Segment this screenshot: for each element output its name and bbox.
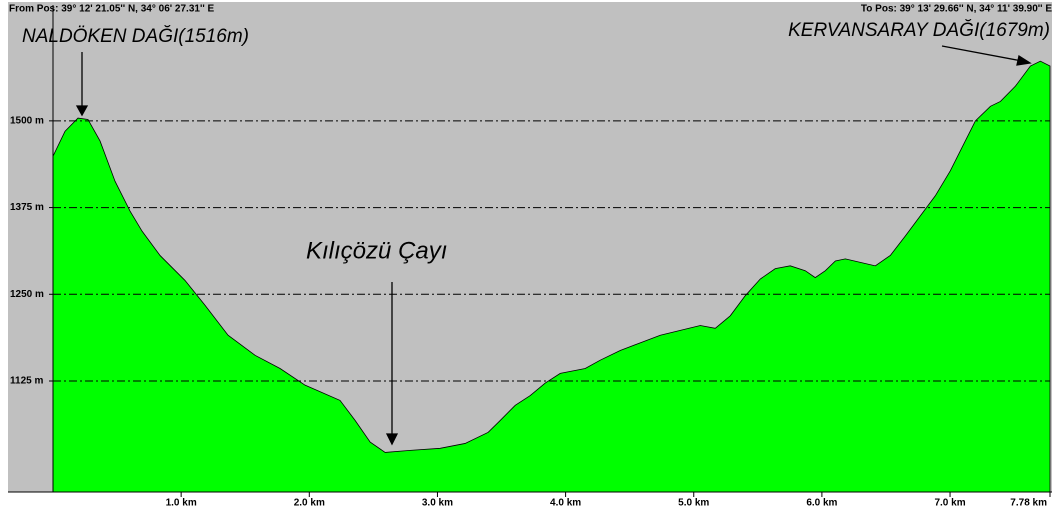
annotation: NALDÖKEN DAĞI(1516m): [22, 25, 249, 47]
x-tick-label: 6.0 km: [806, 498, 837, 509]
x-tick-label: 1.0 km: [166, 498, 197, 509]
arrows: [75, 45, 1032, 446]
x-tick-label: 7.78 km: [1010, 498, 1047, 509]
arrow-head: [1016, 54, 1032, 66]
to-position: To Pos: 39° 13' 29.66'' N, 34° 11' 39.90…: [861, 4, 1052, 15]
y-tick-label: 1500 m: [10, 115, 44, 126]
x-tick-label: 7.0 km: [934, 498, 965, 509]
plot: [52, 60, 1051, 493]
x-tick-label: 3.0 km: [422, 498, 453, 509]
y-tick-label: 1250 m: [10, 289, 44, 300]
arrow: [941, 45, 1023, 62]
annotation: Kılıçözü Çayı: [306, 237, 447, 264]
x-tick-label: 2.0 km: [294, 498, 325, 509]
arrow-head: [75, 105, 89, 117]
elevation-area: [52, 60, 1051, 493]
x-tick-label: 5.0 km: [678, 498, 709, 509]
arrow-head: [385, 433, 399, 446]
y-tick-label: 1375 m: [10, 202, 44, 213]
from-position: From Pos: 39° 12' 21.05'' N, 34° 06' 27.…: [9, 4, 214, 15]
annotation: KERVANSARAY DAĞI(1679m): [788, 19, 1050, 41]
x-tick-label: 4.0 km: [550, 498, 581, 509]
y-tick-label: 1125 m: [10, 376, 43, 387]
